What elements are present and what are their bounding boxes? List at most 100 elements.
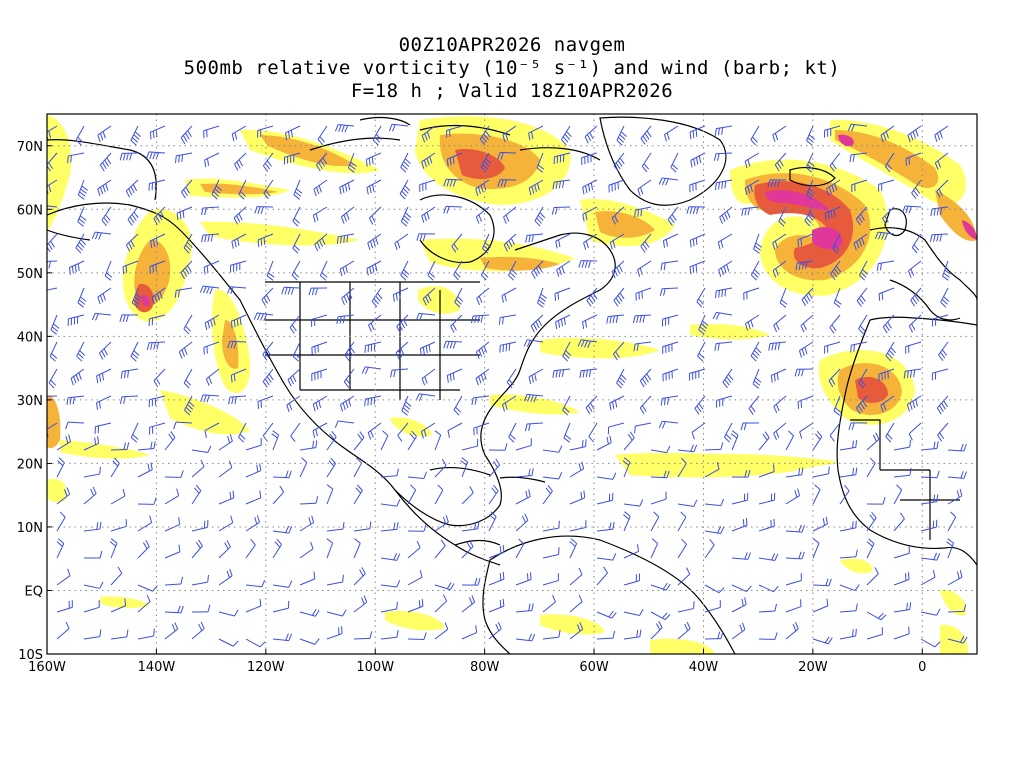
- wind-barb: [847, 123, 868, 132]
- wind-barb: [146, 151, 166, 160]
- wind-barb: [137, 515, 153, 532]
- wind-barb: [110, 629, 129, 640]
- wind-barb: [164, 470, 184, 478]
- wind-barb: [542, 485, 553, 505]
- wind-barb: [180, 179, 193, 199]
- wind-barb: [745, 314, 760, 331]
- wind-barb: [257, 395, 274, 409]
- wind-barb: [577, 339, 598, 348]
- wind-barb: [704, 442, 724, 451]
- wind-barb: [285, 125, 301, 141]
- wind-barb: [434, 458, 447, 478]
- wind-barb: [851, 179, 868, 193]
- lat-tick-label: 50N: [17, 267, 43, 282]
- wind-barb: [920, 608, 941, 616]
- wind-barb: [506, 368, 517, 389]
- wind-barb: [634, 422, 652, 434]
- wind-barb: [724, 422, 733, 443]
- wind-barb: [812, 636, 833, 645]
- wind-barb: [639, 395, 652, 415]
- wind-barb: [227, 286, 247, 295]
- wind-barb: [911, 179, 922, 199]
- wind-barb: [569, 490, 586, 505]
- wind-barb: [191, 621, 205, 640]
- wind-barb: [542, 547, 560, 559]
- wind-barb: [183, 368, 193, 389]
- wind-barb: [122, 260, 139, 274]
- wind-barb: [882, 206, 895, 225]
- wind-barb: [839, 520, 857, 532]
- wind-barb: [326, 521, 345, 532]
- wind-barb: [767, 179, 787, 188]
- wind-barb: [906, 395, 922, 412]
- wind-barb: [319, 260, 328, 281]
- wind-barb: [56, 621, 70, 640]
- wind-barb: [292, 206, 301, 227]
- wind-barb: [515, 468, 534, 478]
- vorticity-band: [455, 149, 505, 180]
- wind-barb: [380, 601, 398, 613]
- wind-barb: [447, 422, 463, 438]
- wind-barb: [471, 395, 490, 406]
- wind-barb: [662, 368, 679, 382]
- wind-barb: [233, 206, 247, 225]
- wind-barb: [137, 584, 158, 592]
- wind-barb: [479, 125, 491, 146]
- wind-barb: [884, 152, 895, 173]
- wind-barb: [164, 431, 176, 451]
- wind-barb: [555, 314, 571, 330]
- wind-barb: [623, 608, 644, 616]
- wind-barb: [785, 551, 805, 560]
- wind-barb: [434, 622, 449, 640]
- wind-barb: [552, 179, 571, 190]
- wind-barb: [920, 519, 938, 532]
- wind-barb: [110, 488, 126, 505]
- wind-barb: [712, 311, 733, 320]
- wind-barb: [96, 368, 112, 384]
- wind-barb: [542, 445, 563, 453]
- wind-barb: [731, 492, 749, 505]
- wind-barb: [858, 368, 868, 389]
- wind-barb: [731, 597, 747, 613]
- wind-barb: [380, 630, 399, 640]
- wind-barb: [878, 179, 895, 192]
- wind-barb: [731, 552, 751, 560]
- wind-barb: [874, 231, 895, 241]
- wind-barb: [75, 125, 85, 146]
- wind-barb: [420, 422, 436, 439]
- wind-barb: [934, 152, 949, 170]
- wind-barb: [371, 287, 383, 308]
- wind-barb: [245, 579, 266, 588]
- wind-barb: [218, 434, 233, 451]
- lon-tick-label: 20W: [798, 660, 828, 675]
- wind-barb: [758, 464, 775, 478]
- wind-barb: [893, 512, 905, 532]
- wind-barb: [482, 233, 491, 254]
- wind-barb: [434, 430, 442, 451]
- wind-barb: [299, 496, 319, 505]
- wind-barb: [885, 422, 895, 443]
- wind-barb: [175, 152, 193, 164]
- wind-barb: [394, 233, 409, 251]
- wind-barb: [839, 584, 860, 592]
- wind-barb: [866, 627, 883, 640]
- wind-barb: [866, 611, 887, 621]
- wind-barb: [97, 179, 112, 197]
- wind-barb: [421, 368, 436, 386]
- wind-barb: [677, 444, 698, 453]
- wind-barb: [853, 233, 868, 251]
- wind-barb: [798, 341, 814, 358]
- wind-barb: [531, 260, 544, 279]
- wind-barb: [291, 260, 301, 281]
- wind-barb: [77, 179, 88, 200]
- wind-barb: [634, 206, 652, 218]
- vorticity-band: [141, 294, 150, 307]
- wind-barb: [434, 515, 449, 532]
- wind-barb: [421, 125, 436, 143]
- wind-barb: [704, 631, 724, 640]
- wind-barb: [562, 395, 571, 416]
- wind-barb: [650, 470, 670, 479]
- wind-barb: [824, 341, 841, 354]
- wind-barb: [623, 544, 640, 559]
- wind-barb: [718, 260, 733, 277]
